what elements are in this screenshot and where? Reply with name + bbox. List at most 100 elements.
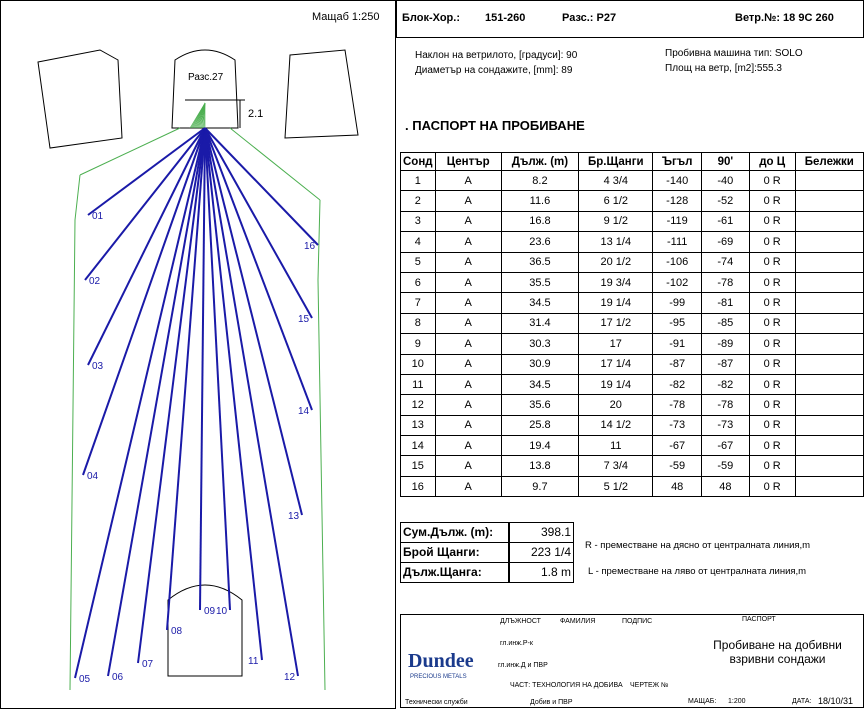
cell: 35.6 [500, 394, 580, 416]
hole [204, 127, 231, 611]
cell: A [434, 414, 502, 437]
cell: -85 [700, 312, 750, 335]
cell: 0 R [748, 455, 796, 477]
legend: L - преместване на ляво от централната л… [588, 566, 807, 577]
tb: Технически служби [405, 699, 468, 706]
column-header: Ъгъл [652, 152, 702, 171]
cell: 19.4 [500, 435, 580, 457]
cell: -102 [652, 271, 702, 294]
cell: -91 [652, 333, 702, 355]
cell: -128 [652, 190, 702, 212]
hole-label: 12 [284, 672, 296, 683]
hole [166, 127, 206, 631]
cell: -89 [700, 333, 750, 355]
cell: 0 R [748, 190, 796, 212]
hole-label: 14 [298, 406, 310, 417]
summary-value: 398.1 [508, 522, 574, 543]
hole [84, 127, 206, 281]
cell: 0 R [748, 169, 796, 192]
cell: 14 [400, 435, 436, 457]
table: Сонд Център Дълж. (m) Бр.Щанги Ъгъл 90' до Ц Бе… [400, 152, 864, 498]
summary-value: 1.8 m [508, 562, 574, 583]
cell: -82 [700, 373, 750, 396]
cell [794, 414, 864, 437]
cell: 19 1/4 [578, 292, 654, 314]
cell: A [434, 373, 502, 396]
cell: 13.8 [500, 455, 580, 477]
cell [794, 231, 864, 253]
cell: 0 R [748, 210, 796, 233]
cell: 48 [700, 475, 750, 498]
cell: 0 R [748, 414, 796, 437]
cell [794, 333, 864, 355]
hole [204, 127, 319, 246]
block: 151-260 [485, 12, 526, 24]
cell: A [434, 292, 502, 314]
hole [204, 127, 299, 677]
cell: -111 [652, 231, 702, 253]
cell [794, 292, 864, 314]
tb: ДАТА: [792, 698, 812, 705]
cell [794, 312, 864, 335]
fan-label: Разс.27 [188, 72, 224, 83]
cell: 30.9 [500, 353, 580, 375]
cell: -69 [700, 231, 750, 253]
hole-label: 11 [248, 656, 259, 667]
column-header: 90' [700, 152, 750, 171]
fan-drawing: 01 02 03 04 05 06 07 08 09 10 11 12 13 14 15 16 Мащаб 1… [0, 0, 396, 709]
cell: 13 [400, 414, 436, 437]
cell: 6 [400, 271, 436, 294]
cell: A [434, 475, 502, 498]
cell: -78 [652, 394, 702, 416]
cell: A [434, 169, 502, 192]
cell: 34.5 [500, 373, 580, 396]
cell: 10 [400, 353, 436, 375]
cell [794, 455, 864, 477]
cell: A [434, 394, 502, 416]
cell: 11.6 [500, 190, 580, 212]
cell: -61 [700, 210, 750, 233]
hole [204, 127, 313, 411]
hole [199, 127, 206, 611]
cell: -40 [700, 169, 750, 192]
cell: 25.8 [500, 414, 580, 437]
tb: ПОДПИС [622, 618, 653, 625]
cell: -81 [700, 292, 750, 314]
tb: ЧАСТ: ТЕХНОЛОГИЯ НА ДОБИВА [510, 682, 623, 689]
cell: -82 [652, 373, 702, 396]
drift [167, 584, 243, 677]
cell: -106 [652, 251, 702, 273]
cell: A [434, 353, 502, 375]
cell: 9 [400, 333, 436, 355]
legend: R - преместване на дясно от централната … [585, 540, 811, 551]
cell [794, 435, 864, 457]
cell: -59 [700, 455, 750, 477]
cell: A [434, 251, 502, 273]
param: Площ на ветр, [m2]:555.3 [665, 63, 782, 74]
cell: 1 [400, 169, 436, 192]
cell: 13 1/4 [578, 231, 654, 253]
param: Наклон на ветрилото, [градуси]: 90 [415, 50, 578, 61]
hole-label: 16 [304, 241, 316, 252]
cell: -119 [652, 210, 702, 233]
hole-label: 09 [204, 606, 216, 617]
cell: A [434, 333, 502, 355]
cell [794, 251, 864, 273]
summary-label: Брой Щанги: [400, 542, 510, 563]
hole [87, 127, 206, 366]
cell: -87 [652, 353, 702, 375]
cell [794, 475, 864, 498]
tb: ДЛЪЖНОСТ [500, 618, 541, 625]
cell: 8 [400, 312, 436, 335]
tb: гл.инж.Р-к [500, 640, 533, 647]
cell: 17 [578, 333, 654, 355]
cell: -67 [652, 435, 702, 457]
cell: 20 1/2 [578, 251, 654, 273]
section-left [37, 49, 123, 149]
cell: 0 R [748, 475, 796, 498]
title: . ПАСПОРТ НА ПРОБИВАНЕ [405, 118, 585, 133]
cell: 17 1/2 [578, 312, 654, 335]
hole [137, 127, 206, 664]
cell: -95 [652, 312, 702, 335]
cell: 17 1/4 [578, 353, 654, 375]
